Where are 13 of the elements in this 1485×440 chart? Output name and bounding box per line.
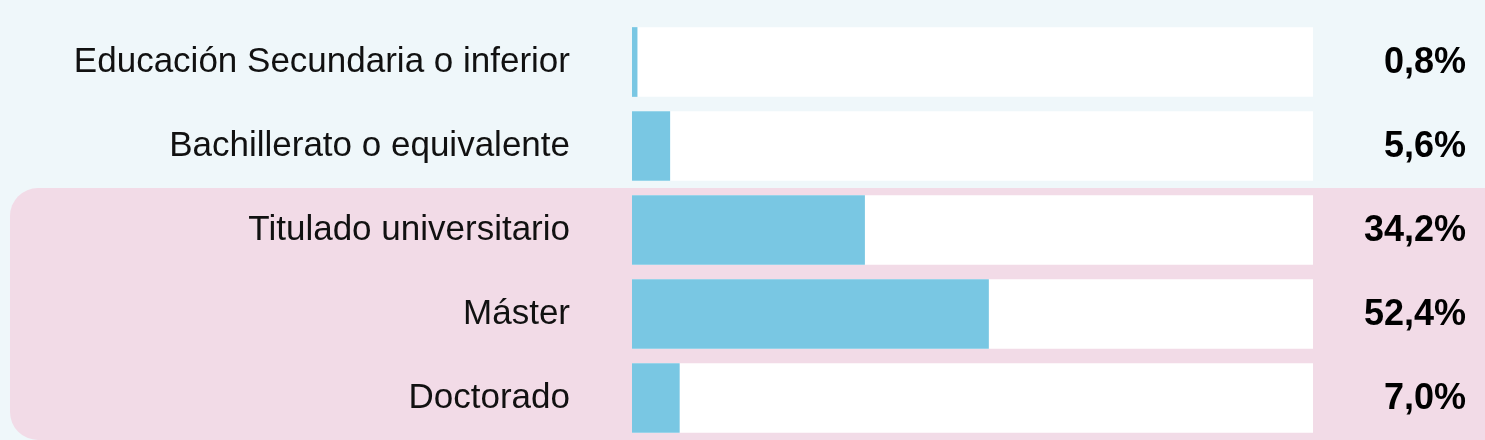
data-label: 5,6% (1383, 123, 1466, 165)
y-tick-label: Máster (463, 291, 571, 331)
y-tick-label: Educación Secundaria o inferior (73, 39, 571, 79)
data-label: 0,8% (1383, 39, 1466, 81)
bar (632, 363, 680, 433)
bar (632, 27, 638, 97)
y-tick-label: Bachillerato o equivalente (169, 123, 570, 163)
bar (632, 111, 671, 181)
y-tick-label: Doctorado (408, 375, 570, 415)
data-label: 52,4% (1363, 291, 1466, 333)
data-label: 34,2% (1363, 207, 1466, 249)
y-tick-label: Titulado universitario (248, 207, 570, 247)
data-label: 7,0% (1383, 375, 1466, 417)
